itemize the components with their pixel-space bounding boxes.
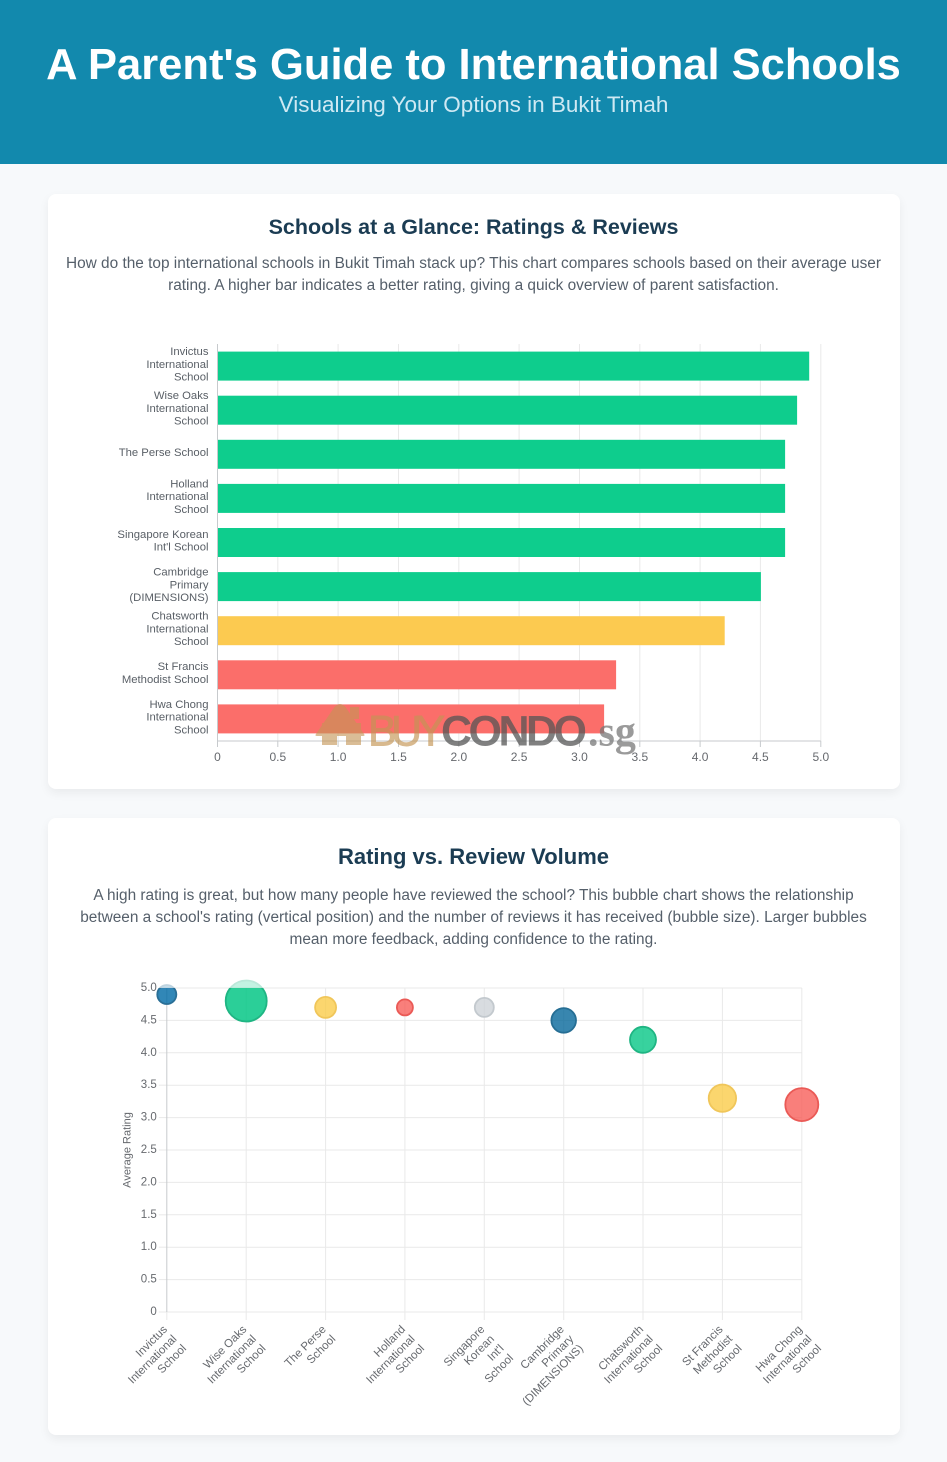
- svg-text:0: 0: [214, 750, 221, 764]
- svg-text:3.5: 3.5: [631, 750, 648, 764]
- svg-text:0.5: 0.5: [140, 1273, 156, 1285]
- svg-text:International: International: [146, 623, 208, 635]
- svg-text:(DIMENSIONS): (DIMENSIONS): [129, 592, 208, 604]
- svg-text:3.0: 3.0: [571, 750, 588, 764]
- svg-text:Holland: Holland: [170, 478, 208, 490]
- svg-text:CambridgePrimary(DIMENSIONS): CambridgePrimary(DIMENSIONS): [501, 1323, 586, 1408]
- svg-text:3.0: 3.0: [140, 1111, 156, 1123]
- svg-text:International: International: [146, 491, 208, 503]
- svg-text:HollandInternationalSchool: HollandInternationalSchool: [354, 1323, 426, 1395]
- svg-text:Primary: Primary: [169, 579, 208, 591]
- svg-text:St Francis: St Francis: [157, 661, 208, 673]
- svg-text:School: School: [173, 503, 208, 515]
- svg-text:SingaporeKoreanInt'lSchool: SingaporeKoreanInt'lSchool: [441, 1323, 515, 1397]
- svg-text:Wise OaksInternationalSchool: Wise OaksInternationalSchool: [196, 1323, 269, 1396]
- svg-text:4.5: 4.5: [140, 1014, 156, 1026]
- svg-text:The Perse School: The Perse School: [118, 446, 208, 458]
- svg-text:St FrancisMethodistSchool: St FrancisMethodistSchool: [680, 1323, 745, 1388]
- svg-text:5.0: 5.0: [812, 750, 829, 764]
- svg-text:School: School: [173, 636, 208, 648]
- svg-text:International: International: [146, 358, 208, 370]
- svg-text:Hwa Chong: Hwa Chong: [149, 698, 208, 710]
- svg-text:CONDO: CONDO: [441, 707, 587, 755]
- svg-text:School: School: [173, 415, 208, 427]
- svg-text:International: International: [146, 711, 208, 723]
- svg-text:0.5: 0.5: [269, 750, 286, 764]
- svg-text:International: International: [146, 402, 208, 414]
- svg-text:4.0: 4.0: [140, 1046, 156, 1058]
- svg-text:BUY: BUY: [368, 707, 445, 755]
- svg-text:Hwa ChongInternationalSchool: Hwa ChongInternationalSchool: [751, 1323, 823, 1395]
- svg-text:Wise Oaks: Wise Oaks: [153, 390, 208, 402]
- svg-text:Methodist School: Methodist School: [121, 673, 208, 685]
- svg-text:Singapore Korean: Singapore Korean: [117, 528, 208, 540]
- svg-text:3.5: 3.5: [140, 1079, 156, 1091]
- svg-text:Invictus: Invictus: [170, 345, 209, 357]
- svg-text:Chatsworth: Chatsworth: [151, 610, 208, 622]
- svg-text:The PerseSchool: The PerseSchool: [282, 1323, 338, 1379]
- svg-text:2.0: 2.0: [450, 750, 467, 764]
- svg-text:4.5: 4.5: [752, 750, 769, 764]
- svg-text:2.0: 2.0: [140, 1176, 156, 1188]
- svg-text:5.0: 5.0: [140, 982, 156, 994]
- svg-text:2.5: 2.5: [140, 1144, 156, 1156]
- svg-text:ChatsworthInternationalSchool: ChatsworthInternationalSchool: [592, 1323, 664, 1395]
- svg-text:InvictusInternationalSchool: InvictusInternationalSchool: [116, 1323, 189, 1396]
- svg-text:1.0: 1.0: [329, 750, 346, 764]
- svg-text:1.5: 1.5: [390, 750, 407, 764]
- svg-text:Cambridge: Cambridge: [153, 566, 208, 578]
- svg-text:.sg: .sg: [588, 709, 636, 755]
- svg-text:Int'l School: Int'l School: [153, 541, 208, 553]
- svg-text:1.5: 1.5: [140, 1208, 156, 1220]
- svg-text:Average Rating: Average Rating: [121, 1112, 133, 1188]
- svg-text:School: School: [173, 371, 208, 383]
- svg-text:0: 0: [150, 1306, 156, 1318]
- svg-text:1.0: 1.0: [140, 1241, 156, 1253]
- svg-text:School: School: [173, 724, 208, 736]
- svg-text:4.0: 4.0: [691, 750, 708, 764]
- svg-text:2.5: 2.5: [510, 750, 527, 764]
